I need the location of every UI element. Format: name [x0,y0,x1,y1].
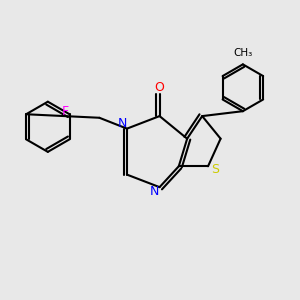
Text: N: N [150,185,160,198]
Text: S: S [212,164,220,176]
Text: O: O [154,80,164,94]
Text: F: F [61,105,68,118]
Text: CH₃: CH₃ [233,48,253,58]
Text: N: N [118,118,127,130]
